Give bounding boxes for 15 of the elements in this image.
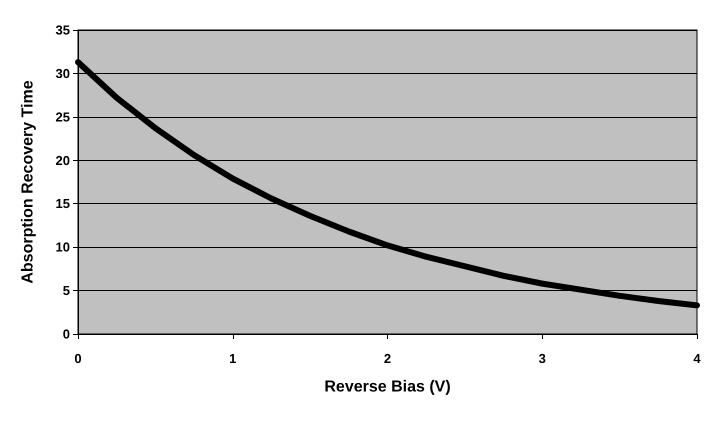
y-tick-label: 5 (62, 283, 70, 298)
x-tick-label: 4 (693, 351, 702, 366)
y-tick-label: 30 (56, 66, 70, 81)
y-axis-title: Absorption Recovery Time (20, 80, 36, 284)
x-tick-label: 2 (384, 351, 392, 366)
x-tick-label: 3 (538, 351, 546, 366)
x-axis-title: Reverse Bias (V) (324, 378, 451, 396)
y-tick-label: 25 (56, 109, 70, 124)
y-tick-label: 10 (56, 240, 70, 255)
y-tick-label: 15 (56, 196, 70, 212)
y-tick-label: 20 (56, 152, 70, 168)
y-tick-label: 0 (62, 326, 70, 342)
x-tick-label: 1 (229, 351, 236, 366)
x-tick-label: 0 (74, 351, 82, 366)
y-tick-label: 35 (56, 22, 70, 38)
